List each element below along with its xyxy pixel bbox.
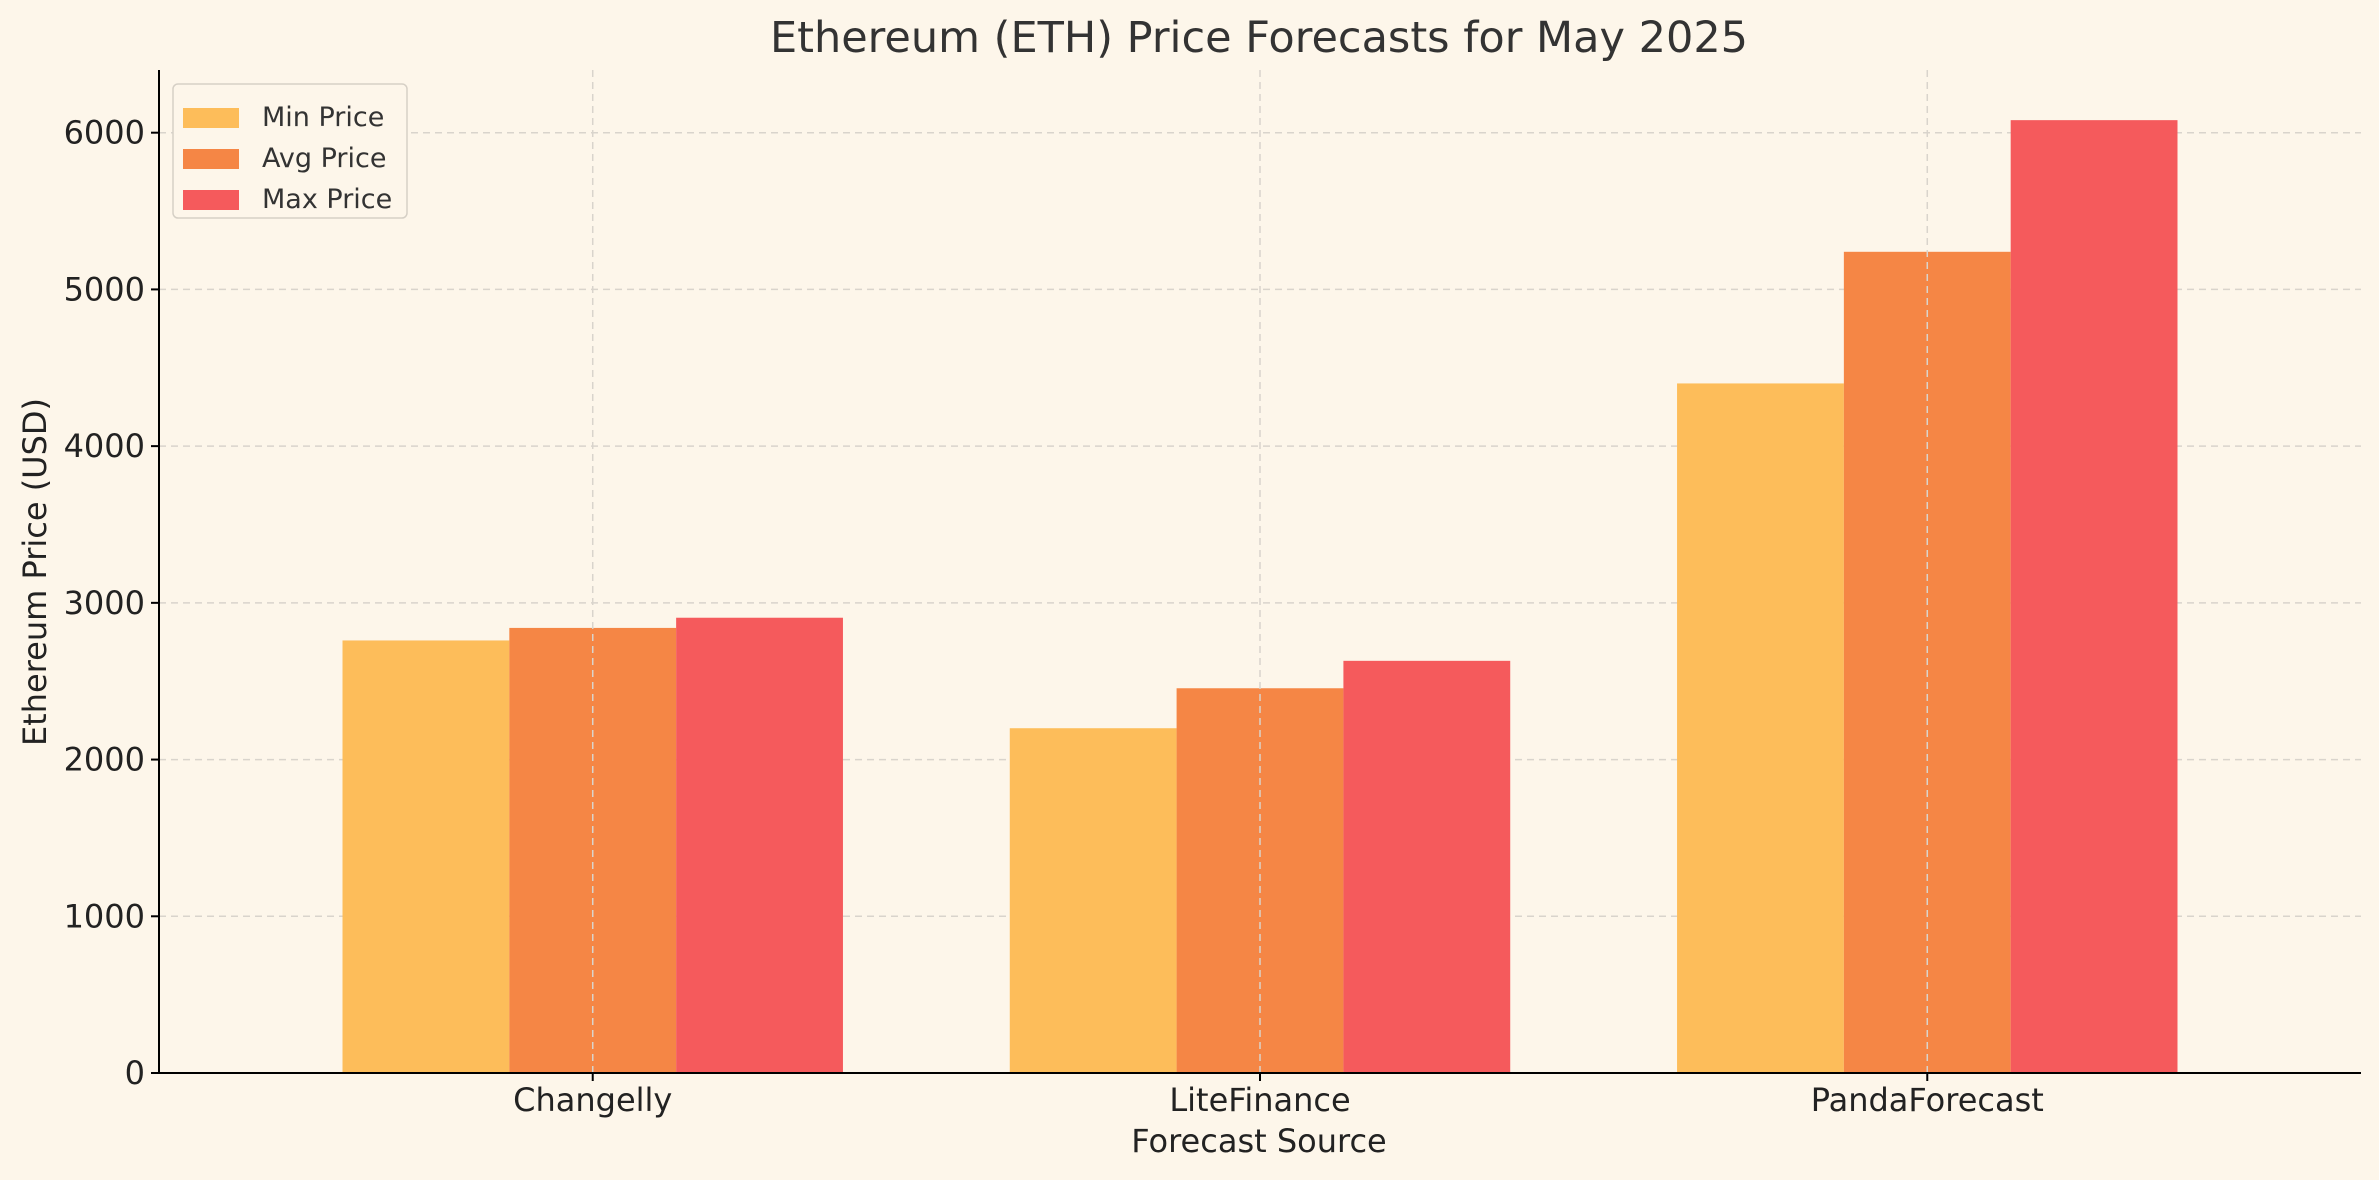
bar-max-price-litefinance[interactable] [1343,660,1511,1073]
y-tick-label: 2000 [64,741,145,779]
chart-title: Ethereum (ETH) Price Forecasts for May 2… [770,13,1748,63]
legend-item-max-price[interactable]: Max Price [183,184,392,215]
legend-label: Avg Price [262,143,386,174]
bar-max-price-changelly[interactable] [676,617,843,1073]
legend-label: Min Price [262,102,384,133]
y-tick-label: 6000 [64,114,145,152]
x-tick-label-litefinance: LiteFinance [1169,1081,1350,1119]
legend-label: Max Price [262,184,392,215]
y-tick-label: 4000 [64,427,145,465]
y-tick-label: 5000 [64,270,145,308]
legend-item-min-price[interactable]: Min Price [183,102,384,133]
y-tick-label: 1000 [64,897,145,935]
bar-max-price-pandaforecast[interactable] [2010,120,2178,1073]
x-tick-label-changelly: Changelly [513,1081,672,1119]
x-tick-label-pandaforecast: PandaForecast [1811,1081,2044,1119]
legend-swatch [183,108,239,128]
y-axis-ticks: 0 1000 2000 3000 4000 5000 6000 [64,114,159,1092]
bar-min-price-changelly[interactable] [342,640,510,1073]
y-tick-label: 0 [125,1054,145,1092]
y-axis-label: Ethereum Price (USD) [16,398,54,746]
y-tick-label: 3000 [64,584,145,622]
x-axis-ticks: Changelly LiteFinance PandaForecast [513,1073,2044,1119]
legend-swatch [183,190,239,210]
bar-min-price-litefinance[interactable] [1009,728,1177,1073]
legend-item-avg-price[interactable]: Avg Price [183,143,386,174]
bar-min-price-pandaforecast[interactable] [1677,383,1844,1073]
legend[interactable]: Min Price Avg Price Max Price [172,83,408,219]
x-axis-label: Forecast Source [1131,1122,1386,1160]
legend-swatch [183,149,239,169]
